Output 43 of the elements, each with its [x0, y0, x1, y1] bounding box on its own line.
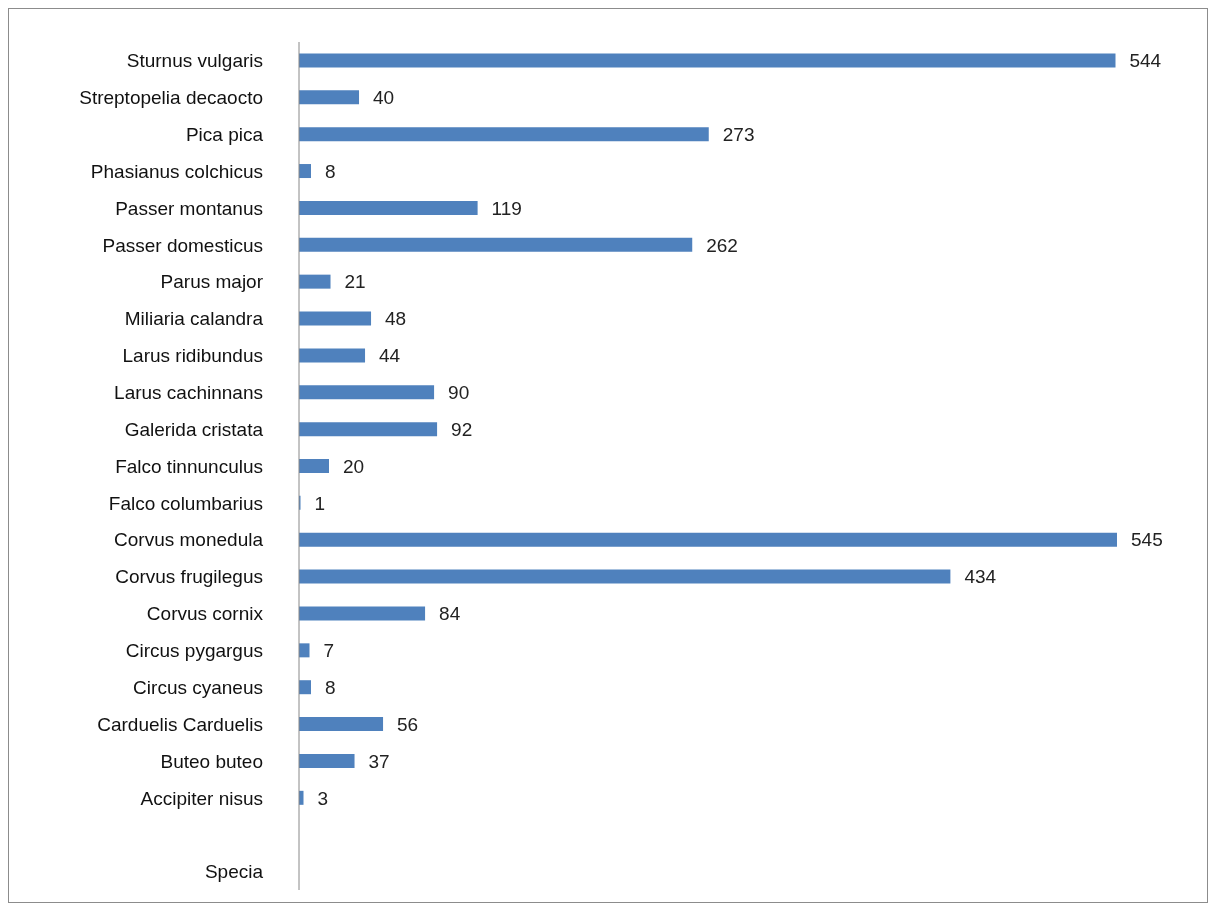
y-tick-label: Corvus monedula: [114, 529, 264, 551]
data-label: 48: [385, 308, 407, 330]
y-tick-label: Galerida cristata: [124, 418, 264, 440]
y-tick-label: Accipiter nisus: [140, 787, 263, 809]
y-tick-label: Streptopelia decaocto: [79, 87, 263, 109]
data-label: 544: [1129, 50, 1162, 72]
y-tick-label: Falco columbarius: [108, 492, 263, 514]
data-label: 40: [373, 87, 395, 109]
y-tick-label: Specia: [204, 861, 264, 883]
data-label: 3: [317, 787, 329, 809]
data-label: 84: [439, 603, 461, 625]
data-label: 8: [325, 676, 336, 698]
y-tick-label: Sturnus vulgaris: [126, 50, 263, 72]
data-label: 37: [368, 750, 390, 772]
data-label: 20: [343, 455, 365, 477]
data-label: 21: [344, 271, 366, 293]
y-tick-label: Parus major: [160, 271, 264, 293]
data-label: 119: [491, 197, 522, 219]
y-tick-label: Corvus frugilegus: [115, 566, 263, 588]
data-label: 44: [379, 345, 401, 367]
y-tick-label: Larus cachinnans: [114, 382, 263, 404]
data-label: 545: [1131, 529, 1163, 551]
data-label: 8: [325, 160, 336, 182]
y-tick-label: Passer domesticus: [102, 234, 263, 256]
y-tick-label: Falco tinnunculus: [115, 455, 263, 477]
y-tick-label: Circus pygargus: [125, 640, 263, 662]
data-label: 92: [451, 418, 473, 440]
y-tick-label: Pica pica: [185, 123, 264, 145]
y-tick-label: Corvus cornix: [146, 603, 264, 625]
data-label: 7: [323, 640, 335, 662]
data-label: 56: [397, 713, 419, 735]
y-tick-label: Phasianus colchicus: [90, 160, 263, 182]
data-label: 1: [314, 492, 326, 514]
y-tick-label: Buteo buteo: [160, 750, 263, 772]
data-label: 434: [964, 566, 997, 588]
data-label: 262: [706, 234, 738, 256]
y-tick-label: Miliaria calandra: [124, 308, 264, 330]
y-tick-label: Passer montanus: [115, 197, 263, 219]
y-tick-label: Carduelis Carduelis: [97, 713, 263, 735]
y-tick-label: Circus cyaneus: [133, 676, 263, 698]
y-tick-label: Larus ridibundus: [122, 345, 263, 367]
data-label: 90: [448, 382, 470, 403]
data-label: 273: [722, 123, 755, 145]
